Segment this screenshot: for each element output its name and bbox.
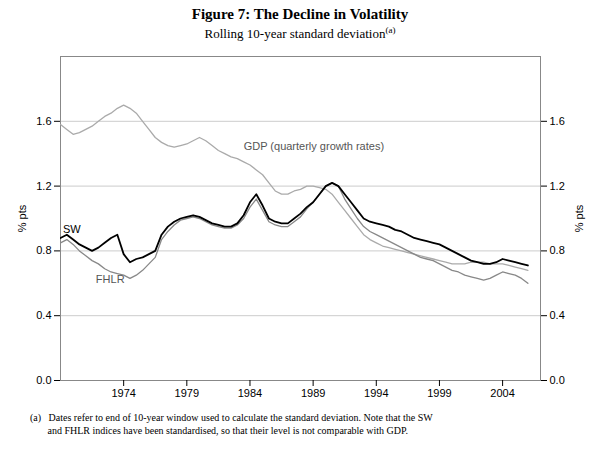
svg-text:1999: 1999: [427, 388, 451, 400]
svg-text:1.6: 1.6: [36, 115, 51, 127]
svg-text:0.0: 0.0: [36, 374, 51, 386]
svg-text:FHLR: FHLR: [96, 274, 125, 286]
html-text:Figure 7: The Decline in Volat: Figure 7: The Decline in Volatility: [191, 6, 409, 22]
html-text:(a) Dates refer to end of 10-y: (a) Dates refer to end of 10-year window…: [30, 412, 433, 436]
svg-text:1994: 1994: [364, 388, 388, 400]
svg-text:% pts: % pts: [16, 205, 28, 233]
svg-text:1984: 1984: [238, 388, 262, 400]
svg-text:1974: 1974: [111, 388, 135, 400]
svg-text:1989: 1989: [301, 388, 325, 400]
svg-text:GDP (quarterly growth rates): GDP (quarterly growth rates): [244, 141, 384, 153]
svg-text:% pts: % pts: [573, 205, 585, 233]
svg-text:0.4: 0.4: [550, 310, 565, 322]
svg-text:0.8: 0.8: [36, 245, 51, 257]
svg-text:1.2: 1.2: [550, 180, 565, 192]
html-text:Rolling 10-year standard devia: Rolling 10-year standard deviation(a): [204, 25, 396, 42]
svg-text:2004: 2004: [490, 388, 514, 400]
svg-text:1979: 1979: [175, 388, 199, 400]
svg-text:SW: SW: [63, 223, 81, 235]
svg-text:0.4: 0.4: [36, 310, 51, 322]
svg-text:0.8: 0.8: [550, 245, 565, 257]
svg-text:0.0: 0.0: [550, 374, 565, 386]
svg-text:1.2: 1.2: [36, 180, 51, 192]
svg-text:1.6: 1.6: [550, 115, 565, 127]
